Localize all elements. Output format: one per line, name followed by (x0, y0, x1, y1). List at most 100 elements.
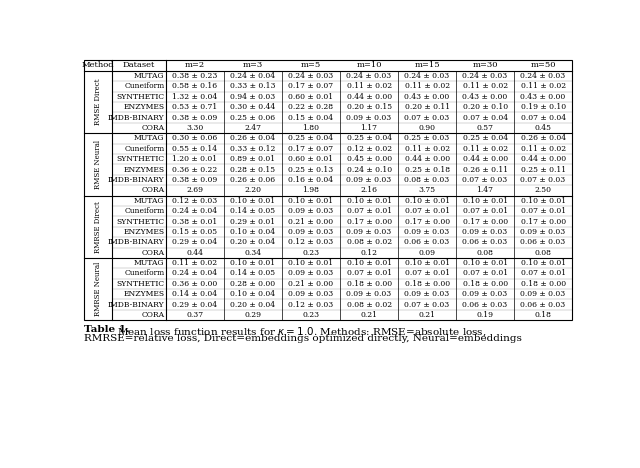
Text: 0.17 ± 0.00: 0.17 ± 0.00 (520, 218, 566, 226)
Text: 0.09 ± 0.03: 0.09 ± 0.03 (346, 114, 392, 122)
Text: 0.10 ± 0.01: 0.10 ± 0.01 (404, 259, 450, 267)
Text: RMSE Neural: RMSE Neural (94, 140, 102, 189)
Text: 0.20 ± 0.04: 0.20 ± 0.04 (230, 238, 276, 246)
Text: 0.10 ± 0.04: 0.10 ± 0.04 (230, 290, 276, 298)
Text: 0.33 ± 0.12: 0.33 ± 0.12 (230, 145, 276, 153)
Text: 1.17: 1.17 (360, 124, 378, 132)
Text: 0.12: 0.12 (360, 249, 378, 257)
Text: 0.06 ± 0.03: 0.06 ± 0.03 (463, 300, 508, 309)
Text: 0.10 ± 0.01: 0.10 ± 0.01 (346, 197, 392, 205)
Text: 0.44: 0.44 (186, 249, 204, 257)
Text: 0.25 ± 0.11: 0.25 ± 0.11 (520, 166, 566, 174)
Text: 0.12 ± 0.03: 0.12 ± 0.03 (289, 300, 333, 309)
Text: Table 1.: Table 1. (84, 325, 130, 334)
Text: 0.15 ± 0.05: 0.15 ± 0.05 (172, 228, 218, 236)
Text: 0.07 ± 0.01: 0.07 ± 0.01 (520, 207, 566, 215)
Text: 0.09 ± 0.03: 0.09 ± 0.03 (346, 290, 392, 298)
Text: 0.22 ± 0.28: 0.22 ± 0.28 (289, 103, 333, 111)
Text: 0.09 ± 0.03: 0.09 ± 0.03 (520, 228, 566, 236)
Text: CORA: CORA (141, 186, 164, 194)
Text: 0.28 ± 0.00: 0.28 ± 0.00 (230, 280, 276, 288)
Text: MUTAG: MUTAG (134, 197, 164, 205)
Text: 0.60 ± 0.01: 0.60 ± 0.01 (289, 155, 333, 163)
Text: 0.09 ± 0.03: 0.09 ± 0.03 (404, 290, 450, 298)
Text: 0.25 ± 0.04: 0.25 ± 0.04 (346, 134, 392, 142)
Text: MUTAG: MUTAG (134, 259, 164, 267)
Text: MUTAG: MUTAG (134, 134, 164, 142)
Text: 0.07 ± 0.01: 0.07 ± 0.01 (346, 207, 392, 215)
Text: 0.23: 0.23 (303, 311, 319, 319)
Text: 0.17 ± 0.07: 0.17 ± 0.07 (289, 82, 333, 90)
Text: 0.11 ± 0.02: 0.11 ± 0.02 (463, 82, 508, 90)
Text: IMDB-BINARY: IMDB-BINARY (108, 176, 164, 184)
Text: 0.10 ± 0.01: 0.10 ± 0.01 (289, 259, 333, 267)
Text: 0.07 ± 0.04: 0.07 ± 0.04 (520, 114, 566, 122)
Text: CORA: CORA (141, 249, 164, 257)
Text: RMRSE=relative loss, Direct=embeddings optimized directly, Neural=embeddings: RMRSE=relative loss, Direct=embeddings o… (84, 334, 522, 343)
Text: 0.11 ± 0.02: 0.11 ± 0.02 (520, 82, 566, 90)
Text: 0.10 ± 0.01: 0.10 ± 0.01 (520, 197, 566, 205)
Text: 0.18 ± 0.00: 0.18 ± 0.00 (346, 280, 392, 288)
Text: 0.43 ± 0.00: 0.43 ± 0.00 (404, 93, 450, 101)
Text: CORA: CORA (141, 124, 164, 132)
Text: 0.12 ± 0.03: 0.12 ± 0.03 (289, 238, 333, 246)
Text: m=10: m=10 (356, 61, 382, 69)
Text: 0.21 ± 0.00: 0.21 ± 0.00 (289, 280, 333, 288)
Text: 0.07 ± 0.03: 0.07 ± 0.03 (404, 300, 450, 309)
Text: 0.26 ± 0.04: 0.26 ± 0.04 (520, 134, 566, 142)
Text: 0.18: 0.18 (534, 311, 552, 319)
Text: 0.60 ± 0.01: 0.60 ± 0.01 (289, 93, 333, 101)
Text: 0.11 ± 0.02: 0.11 ± 0.02 (404, 145, 450, 153)
Text: 0.20 ± 0.04: 0.20 ± 0.04 (230, 300, 276, 309)
Text: 0.94 ± 0.03: 0.94 ± 0.03 (230, 93, 276, 101)
Text: 0.43 ± 0.00: 0.43 ± 0.00 (463, 93, 508, 101)
Text: 0.45 ± 0.00: 0.45 ± 0.00 (346, 155, 392, 163)
Text: RMSE Direct: RMSE Direct (94, 79, 102, 125)
Text: 0.15 ± 0.04: 0.15 ± 0.04 (289, 114, 333, 122)
Text: 0.09 ± 0.03: 0.09 ± 0.03 (520, 290, 566, 298)
Text: 0.38 ± 0.01: 0.38 ± 0.01 (172, 218, 218, 226)
Text: 0.07 ± 0.01: 0.07 ± 0.01 (404, 207, 450, 215)
Text: ENZYMES: ENZYMES (124, 166, 164, 174)
Text: CORA: CORA (141, 311, 164, 319)
Text: 0.25 ± 0.04: 0.25 ± 0.04 (289, 134, 333, 142)
Text: 0.53 ± 0.71: 0.53 ± 0.71 (172, 103, 218, 111)
Text: 0.11 ± 0.02: 0.11 ± 0.02 (520, 145, 566, 153)
Text: 0.44 ± 0.00: 0.44 ± 0.00 (463, 155, 508, 163)
Text: 0.18 ± 0.00: 0.18 ± 0.00 (404, 280, 450, 288)
Text: 0.10 ± 0.01: 0.10 ± 0.01 (463, 259, 508, 267)
Text: 0.08 ± 0.02: 0.08 ± 0.02 (346, 300, 392, 309)
Text: m=30: m=30 (472, 61, 498, 69)
Text: 0.08: 0.08 (477, 249, 493, 257)
Text: 0.19 ± 0.10: 0.19 ± 0.10 (520, 103, 566, 111)
Text: 0.09 ± 0.03: 0.09 ± 0.03 (463, 228, 508, 236)
Text: ENZYMES: ENZYMES (124, 290, 164, 298)
Text: 0.25 ± 0.18: 0.25 ± 0.18 (404, 166, 450, 174)
Text: IMDB-BINARY: IMDB-BINARY (108, 238, 164, 246)
Text: 1.80: 1.80 (303, 124, 319, 132)
Text: m=50: m=50 (531, 61, 556, 69)
Text: 0.43 ± 0.00: 0.43 ± 0.00 (520, 93, 566, 101)
Text: SYNTHETIC: SYNTHETIC (116, 155, 164, 163)
Text: 0.24 ± 0.10: 0.24 ± 0.10 (346, 166, 392, 174)
Text: 0.19: 0.19 (477, 311, 493, 319)
Text: 0.07 ± 0.01: 0.07 ± 0.01 (404, 270, 450, 278)
Text: 0.18 ± 0.00: 0.18 ± 0.00 (520, 280, 566, 288)
Text: 0.07 ± 0.01: 0.07 ± 0.01 (463, 207, 508, 215)
Text: 0.29 ± 0.04: 0.29 ± 0.04 (172, 238, 218, 246)
Text: 0.08 ± 0.03: 0.08 ± 0.03 (404, 176, 450, 184)
Text: 0.07 ± 0.03: 0.07 ± 0.03 (463, 176, 508, 184)
Text: 2.69: 2.69 (186, 186, 204, 194)
Text: Cuneiform: Cuneiform (124, 82, 164, 90)
Text: 0.24 ± 0.03: 0.24 ± 0.03 (289, 72, 333, 80)
Text: 0.29 ± 0.01: 0.29 ± 0.01 (230, 218, 276, 226)
Text: 0.24 ± 0.04: 0.24 ± 0.04 (172, 207, 218, 215)
Text: 0.14 ± 0.05: 0.14 ± 0.05 (230, 207, 276, 215)
Text: 0.10 ± 0.01: 0.10 ± 0.01 (346, 259, 392, 267)
Text: 0.11 ± 0.02: 0.11 ± 0.02 (404, 82, 450, 90)
Text: 0.07 ± 0.03: 0.07 ± 0.03 (520, 176, 566, 184)
Text: 0.07 ± 0.01: 0.07 ± 0.01 (463, 270, 508, 278)
Text: m=15: m=15 (414, 61, 440, 69)
Text: RMRSE Neural: RMRSE Neural (94, 262, 102, 316)
Text: 0.38 ± 0.23: 0.38 ± 0.23 (172, 72, 218, 80)
